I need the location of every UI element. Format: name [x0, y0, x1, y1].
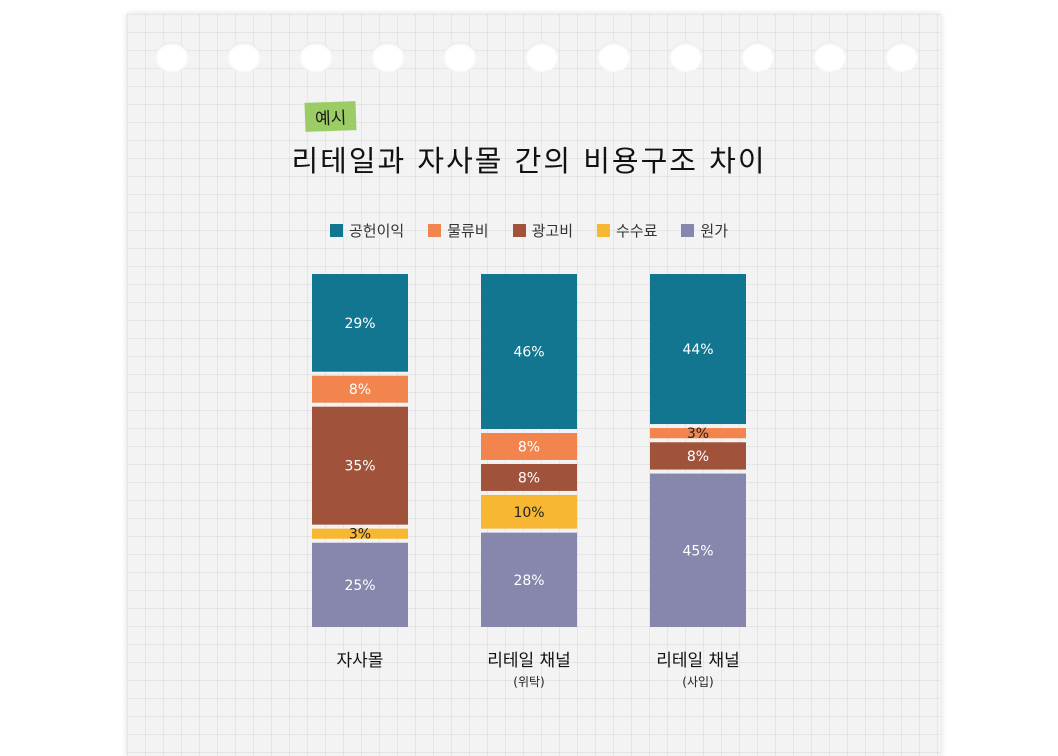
data-label: 44%: [682, 342, 713, 358]
legend-item: 원가: [681, 220, 728, 241]
category-label: 리테일 채널: [656, 651, 740, 671]
category-label: 리테일 채널: [487, 651, 571, 671]
legend-item: 물류비: [428, 220, 489, 241]
bar-segment: [650, 442, 746, 470]
category-label: 자사몰: [336, 651, 384, 671]
legend-label: 원가: [700, 222, 729, 240]
data-label: 8%: [687, 449, 709, 465]
data-label: 8%: [349, 382, 371, 398]
legend-swatch: [329, 224, 343, 237]
legend-item: 수수료: [597, 220, 657, 241]
bar-segment: [481, 494, 577, 529]
punch-hole: [227, 42, 261, 72]
legend-label: 물류비: [447, 222, 489, 240]
data-label: 45%: [682, 543, 713, 559]
bar-segment: [312, 375, 408, 403]
bar-segment: [312, 528, 408, 539]
punch-hole: [669, 42, 703, 72]
legend-label: 광고비: [531, 222, 573, 240]
data-label: 25%: [344, 578, 375, 594]
bar-segment: [312, 274, 408, 372]
data-label: 8%: [518, 470, 540, 486]
bar-segment: [481, 463, 577, 491]
punch-hole: [299, 42, 333, 72]
bar-segment: [312, 542, 408, 627]
x-axis-label: 자사몰: [280, 646, 440, 671]
punch-hole: [525, 42, 559, 72]
category-sublabel: (위탁): [513, 675, 545, 689]
data-label: 8%: [518, 440, 540, 456]
x-axis-label: 리테일 채널 (위탁): [449, 646, 609, 690]
data-label: 46%: [513, 345, 544, 361]
bar-segment: [650, 428, 746, 439]
data-label: 3%: [349, 527, 371, 543]
legend-swatch: [512, 224, 526, 237]
punch-hole: [597, 42, 631, 72]
x-axis-label: 리테일 채널 (사입): [618, 646, 778, 690]
data-label: 35%: [344, 459, 375, 475]
punch-hole: [155, 42, 189, 72]
punch-hole: [443, 42, 477, 72]
punch-hole: [371, 42, 405, 72]
bar-segment: [312, 406, 408, 525]
legend-swatch: [428, 224, 442, 237]
data-label: 3%: [687, 426, 709, 442]
bar-segment: [481, 433, 577, 460]
data-label: 28%: [513, 573, 544, 589]
legend-label: 수수료: [616, 222, 658, 240]
legend-swatch: [597, 224, 610, 237]
category-sublabel: (사입): [682, 675, 714, 689]
data-label: 10%: [513, 505, 544, 521]
legend-item: 광고비: [512, 220, 573, 241]
legend-item: 공헌이익: [329, 220, 405, 241]
chart-title: 리테일과 자사몰 간의 비용구조 차이: [291, 144, 767, 178]
punch-hole: [885, 42, 919, 72]
punch-hole: [813, 42, 847, 72]
bar-segment: [481, 532, 577, 627]
data-label: 29%: [344, 316, 375, 332]
legend: 공헌이익 물류비 광고비 수수료 원가: [0, 220, 1058, 241]
bar-segment: [650, 473, 746, 627]
bar-segment: [650, 274, 746, 425]
legend-swatch: [681, 224, 695, 237]
legend-label: 공헌이익: [348, 222, 405, 240]
punch-hole: [741, 42, 775, 72]
bar-segment: [481, 274, 577, 430]
